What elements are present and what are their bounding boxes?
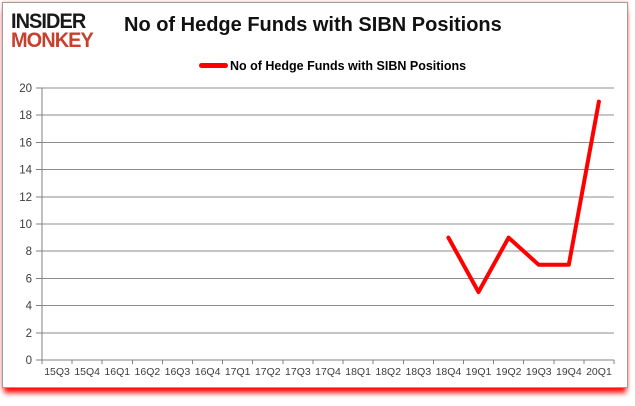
x-axis-label: 19Q4 [556,366,582,378]
x-axis-label: 19Q3 [526,366,552,378]
x-axis-label: 17Q2 [255,366,281,378]
y-axis-label: 18 [19,110,32,122]
x-axis-label: 19Q2 [496,366,522,378]
x-axis-label: 15Q4 [74,366,100,378]
data-line-series [446,99,601,294]
x-axis-label: 18Q4 [436,366,462,378]
y-axis-label: 14 [19,165,32,177]
x-axis-label: 17Q3 [285,366,311,378]
x-axis-label: 19Q1 [466,366,492,378]
logo-line-monkey: MONKEY [11,29,94,52]
y-axis-label: 8 [26,246,32,258]
y-axis-label: 0 [26,355,32,367]
x-axis-label: 18Q2 [375,366,401,378]
x-axis-label: 18Q3 [405,366,431,378]
x-axis-label: 16Q3 [165,366,191,378]
x-axis-label: 17Q4 [315,366,341,378]
x-axis-label: 17Q1 [225,366,251,378]
y-axis-label: 10 [19,219,32,231]
y-axis-label: 6 [26,273,32,285]
x-axis-label: 18Q1 [345,366,371,378]
insider-monkey-logo: INSIDER MONKEY [11,10,94,52]
y-axis-label: 20 [19,83,32,95]
legend-label: No of Hedge Funds with SIBN Positions [230,58,467,73]
x-axis-label: 16Q2 [135,366,161,378]
x-axis-label: 20Q1 [586,366,612,378]
logo-line-insider: INSIDER [11,10,86,33]
legend-line-swatch [199,63,228,68]
y-axis-label: 16 [19,137,32,149]
x-axis-label: 15Q3 [44,366,70,378]
legend: No of Hedge Funds with SIBN Positions [199,58,466,73]
chart-title: No of Hedge Funds with SIBN Positions [124,14,502,36]
x-axis-label: 16Q4 [195,366,221,378]
chart-card: 0 2 4 6 8 10 12 14 16 18 20 15Q3 15Q4 16Q1 16Q2 16Q3 16Q… [2,2,628,388]
y-axis-label: 12 [19,192,32,204]
x-axis-label: 16Q1 [104,366,130,378]
y-axis-label: 4 [26,301,33,313]
y-axis-label: 2 [26,328,32,340]
